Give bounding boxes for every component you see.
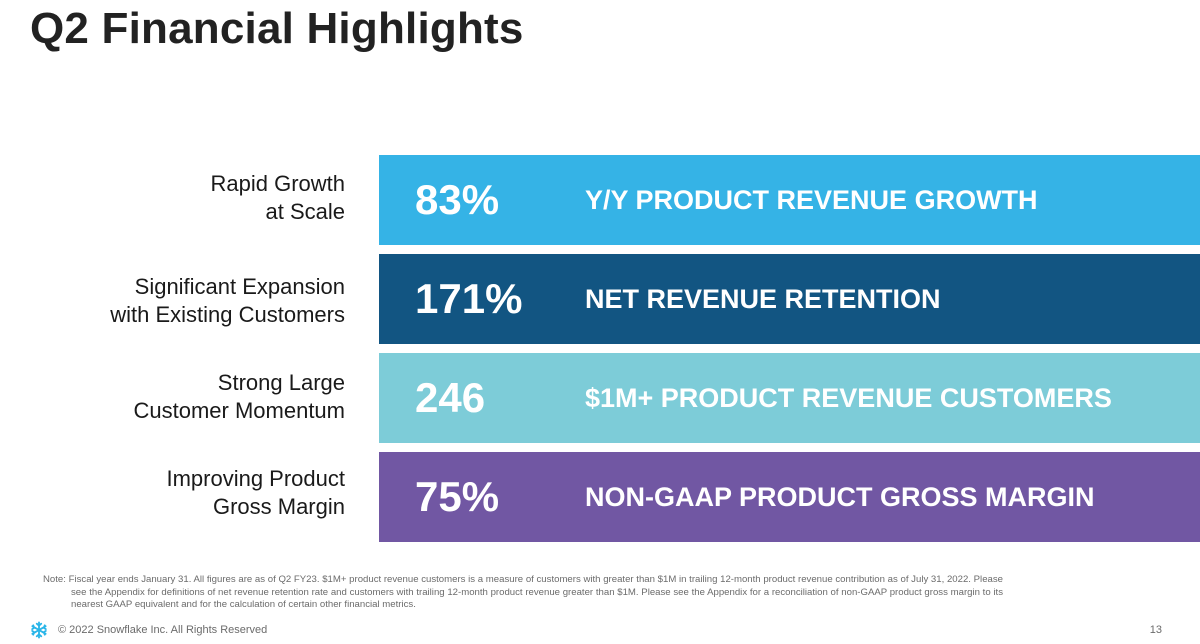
- footer: © 2022 Snowflake Inc. All Rights Reserve…: [30, 620, 267, 640]
- row-label-line2: Gross Margin: [212, 494, 345, 519]
- row-label-line2: with Existing Customers: [110, 302, 345, 327]
- highlight-description: NON-GAAP PRODUCT GROSS MARGIN: [585, 482, 1095, 512]
- page-number: 13: [1149, 624, 1162, 636]
- snowflake-icon: [31, 621, 47, 639]
- copyright-text: © 2022 Snowflake Inc. All Rights Reserve…: [58, 624, 268, 636]
- page-title: Q2 Financial Highlights: [30, 4, 524, 53]
- footnote-text: Note: Fiscal year ends January 31. All f…: [43, 574, 1003, 610]
- footnote: Note: Fiscal year ends January 31. All f…: [43, 574, 1003, 612]
- highlight-metric: 246: [415, 374, 486, 421]
- highlight-metric: 75%: [415, 473, 500, 520]
- row-label-line2: at Scale: [265, 199, 346, 224]
- row-label-expansion: Significant Expansion with Existing Cust…: [15, 273, 345, 329]
- highlight-description: $1M+ PRODUCT REVENUE CUSTOMERS: [585, 383, 1112, 413]
- highlight-metric: 171%: [415, 275, 523, 322]
- row-label-growth: Rapid Growth at Scale: [15, 170, 345, 226]
- row-label-line2: Customer Momentum: [133, 398, 345, 423]
- row-label-line1: Strong Large: [217, 370, 345, 395]
- highlight-bar-retention: 171% NET REVENUE RETENTION: [379, 254, 1200, 344]
- row-label-line1: Rapid Growth: [210, 171, 345, 196]
- highlight-description: Y/Y PRODUCT REVENUE GROWTH: [585, 185, 1038, 215]
- highlight-metric: 83%: [415, 176, 500, 223]
- row-label-momentum: Strong Large Customer Momentum: [15, 369, 345, 425]
- highlight-bar-gross-margin: 75% NON-GAAP PRODUCT GROSS MARGIN: [379, 452, 1200, 542]
- highlight-bar-growth: 83% Y/Y PRODUCT REVENUE GROWTH: [379, 155, 1200, 245]
- row-label-margin: Improving Product Gross Margin: [15, 465, 345, 521]
- highlight-bar-customers: 246 $1M+ PRODUCT REVENUE CUSTOMERS: [379, 353, 1200, 443]
- row-label-line1: Significant Expansion: [134, 274, 345, 299]
- row-label-line1: Improving Product: [166, 466, 345, 491]
- highlight-description: NET REVENUE RETENTION: [585, 284, 941, 314]
